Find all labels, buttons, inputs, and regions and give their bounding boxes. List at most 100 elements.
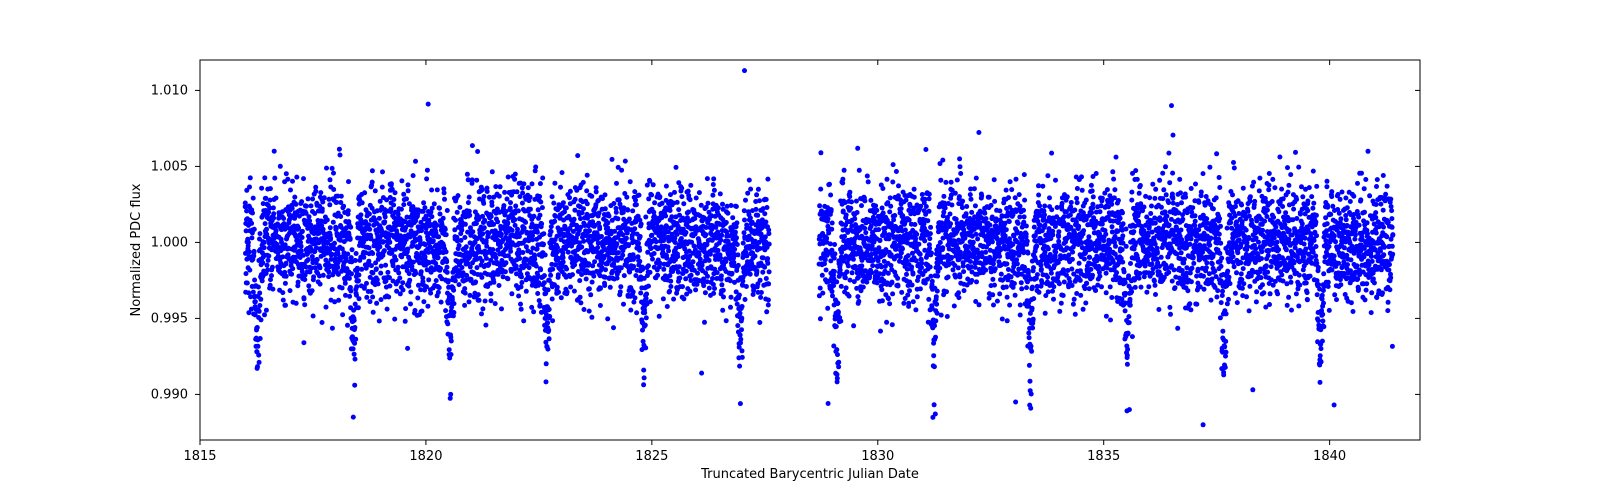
- data-point: [633, 295, 638, 300]
- y-tick-label: 1.005: [151, 159, 188, 174]
- data-point: [854, 199, 859, 204]
- data-point: [912, 222, 917, 227]
- data-point: [568, 189, 573, 194]
- data-point: [364, 295, 369, 300]
- data-point: [1042, 204, 1047, 209]
- data-point: [476, 292, 481, 297]
- data-point: [927, 196, 932, 201]
- data-point: [264, 227, 269, 232]
- data-point: [677, 276, 682, 281]
- data-point: [906, 253, 911, 258]
- data-point: [1043, 311, 1048, 316]
- data-point: [321, 273, 326, 278]
- data-point: [1080, 188, 1085, 193]
- data-point: [393, 190, 398, 195]
- data-point: [262, 312, 267, 317]
- data-point: [631, 289, 636, 294]
- data-point: [288, 188, 293, 193]
- data-point: [839, 284, 844, 289]
- data-point: [449, 352, 454, 357]
- data-point: [649, 193, 654, 198]
- data-point: [979, 194, 984, 199]
- data-point: [960, 199, 965, 204]
- data-point: [380, 169, 385, 174]
- data-point: [453, 218, 458, 223]
- data-point: [420, 309, 425, 314]
- data-point: [519, 274, 524, 279]
- data-point: [251, 290, 256, 295]
- data-point: [349, 255, 354, 260]
- data-point: [438, 266, 443, 271]
- data-point: [251, 196, 256, 201]
- data-point: [641, 382, 646, 387]
- data-point: [274, 228, 279, 233]
- data-point: [928, 274, 933, 279]
- data-point: [832, 269, 837, 274]
- data-point: [401, 202, 406, 207]
- data-point: [1019, 280, 1024, 285]
- data-point: [592, 259, 597, 264]
- data-point: [529, 305, 534, 310]
- data-point: [651, 182, 656, 187]
- data-point: [890, 280, 895, 285]
- data-point: [997, 208, 1002, 213]
- data-point: [345, 323, 350, 328]
- data-point: [904, 198, 909, 203]
- data-point: [331, 171, 336, 176]
- data-point: [702, 320, 707, 325]
- data-point: [648, 270, 653, 275]
- data-point: [480, 231, 485, 236]
- data-point: [940, 245, 945, 250]
- data-point: [993, 266, 998, 271]
- data-point: [646, 284, 651, 289]
- data-point: [581, 239, 586, 244]
- data-point: [504, 260, 509, 265]
- data-point: [1005, 318, 1010, 323]
- data-point: [646, 263, 651, 268]
- data-point: [505, 220, 510, 225]
- data-point: [498, 184, 503, 189]
- data-point: [352, 383, 357, 388]
- data-point: [1030, 326, 1035, 331]
- data-point: [886, 296, 891, 301]
- data-point: [318, 282, 323, 287]
- data-point: [362, 190, 367, 195]
- data-point: [464, 244, 469, 249]
- data-point: [259, 317, 264, 322]
- data-point: [302, 277, 307, 282]
- data-point: [340, 312, 345, 317]
- data-point: [1042, 223, 1047, 228]
- data-point: [470, 143, 475, 148]
- data-point: [919, 265, 924, 270]
- data-point: [436, 290, 441, 295]
- data-point: [661, 296, 666, 301]
- data-point: [707, 258, 712, 263]
- data-point: [844, 269, 849, 274]
- data-point: [764, 309, 769, 314]
- y-tick-label: 1.010: [151, 83, 188, 98]
- data-point: [610, 157, 615, 162]
- data-point: [479, 275, 484, 280]
- data-point: [847, 294, 852, 299]
- data-point: [320, 206, 325, 211]
- data-point: [1013, 293, 1018, 298]
- data-point: [961, 269, 966, 274]
- data-point: [820, 291, 825, 296]
- data-point: [538, 267, 543, 272]
- data-point: [715, 270, 720, 275]
- data-point: [960, 205, 965, 210]
- data-point: [956, 290, 961, 295]
- data-point: [1069, 200, 1074, 205]
- y-tick-label: 0.990: [151, 387, 188, 402]
- data-point: [558, 185, 563, 190]
- data-point: [519, 284, 524, 289]
- data-point: [835, 352, 840, 357]
- data-point: [589, 194, 594, 199]
- data-point: [944, 289, 949, 294]
- data-point: [643, 345, 648, 350]
- data-point: [426, 277, 431, 282]
- data-point: [429, 188, 434, 193]
- data-point: [745, 191, 750, 196]
- data-point: [862, 198, 867, 203]
- data-point: [740, 355, 745, 360]
